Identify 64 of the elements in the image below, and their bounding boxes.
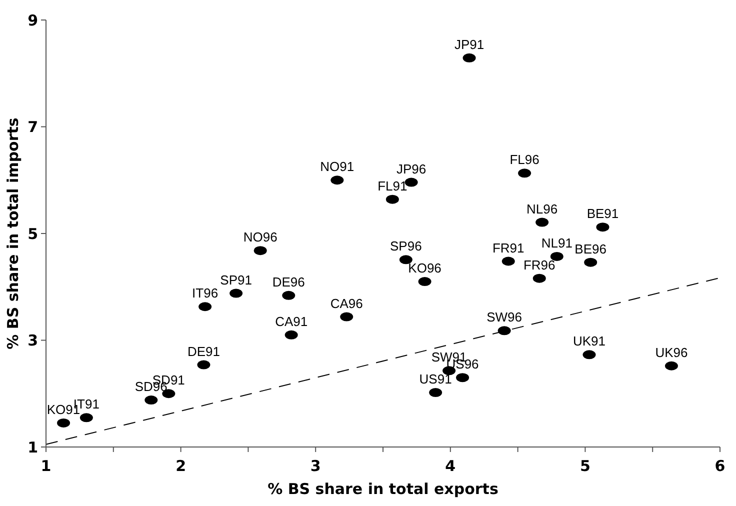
point xyxy=(330,176,344,185)
y-tick-label: 9 xyxy=(28,11,38,30)
point xyxy=(197,360,210,370)
point xyxy=(284,330,298,340)
data-label: CA96 xyxy=(330,296,363,311)
point xyxy=(536,218,549,227)
point xyxy=(532,274,546,283)
point xyxy=(462,53,476,62)
point xyxy=(198,302,212,312)
data-label: JP96 xyxy=(396,161,426,176)
point xyxy=(498,326,511,336)
data-label: FR91 xyxy=(492,240,524,256)
x-tick-label: 3 xyxy=(310,457,321,475)
data-label: SW96 xyxy=(486,310,522,325)
point xyxy=(144,396,158,405)
data-label: NL91 xyxy=(541,235,572,250)
y-tick-label: 5 xyxy=(28,224,38,243)
data-label: BE91 xyxy=(586,206,619,222)
y-axis-title: % BS share in total imports xyxy=(4,118,22,350)
point xyxy=(254,246,267,256)
point xyxy=(80,413,93,422)
point xyxy=(550,252,564,261)
x-tick-label: 5 xyxy=(580,457,590,475)
x-tick-label: 4 xyxy=(445,457,456,475)
y-tick-label: 7 xyxy=(28,118,38,136)
point xyxy=(282,290,296,300)
point xyxy=(582,350,596,360)
point xyxy=(518,168,532,178)
data-label: DE96 xyxy=(272,274,305,290)
data-label: BE96 xyxy=(574,241,606,256)
point xyxy=(230,288,243,298)
x-axis-title: % BS share in total exports xyxy=(268,480,498,498)
point xyxy=(340,312,354,322)
x-tick-label: 1 xyxy=(40,457,52,475)
data-label: FL91 xyxy=(378,178,408,194)
point xyxy=(418,277,432,286)
data-label: IT96 xyxy=(192,286,218,301)
data-label: JP91 xyxy=(454,36,484,52)
data-label: NO91 xyxy=(320,159,354,174)
y-tick-label: 3 xyxy=(28,332,38,350)
point xyxy=(386,194,399,204)
data-label: FL96 xyxy=(510,152,540,168)
point xyxy=(596,222,610,232)
point xyxy=(664,361,678,370)
y-tick-label: 1 xyxy=(28,438,38,456)
data-label: SP91 xyxy=(220,272,252,288)
data-label: SP96 xyxy=(390,238,422,254)
point xyxy=(429,388,442,398)
data-label: NL96 xyxy=(526,201,558,216)
x-tick-label: 2 xyxy=(176,457,186,475)
data-label: DE91 xyxy=(187,344,220,359)
x-tick-label: 6 xyxy=(714,457,726,475)
data-label: FR96 xyxy=(523,257,556,272)
data-label: UK91 xyxy=(572,334,606,349)
data-label: NO96 xyxy=(243,230,278,245)
data-label: US91 xyxy=(419,372,452,387)
point xyxy=(57,418,70,428)
data-label: CA91 xyxy=(275,314,308,329)
point xyxy=(584,258,598,267)
point xyxy=(456,373,470,382)
data-label: UK96 xyxy=(655,344,688,360)
point xyxy=(502,256,515,266)
point xyxy=(399,255,412,264)
data-label: KO96 xyxy=(408,260,442,276)
